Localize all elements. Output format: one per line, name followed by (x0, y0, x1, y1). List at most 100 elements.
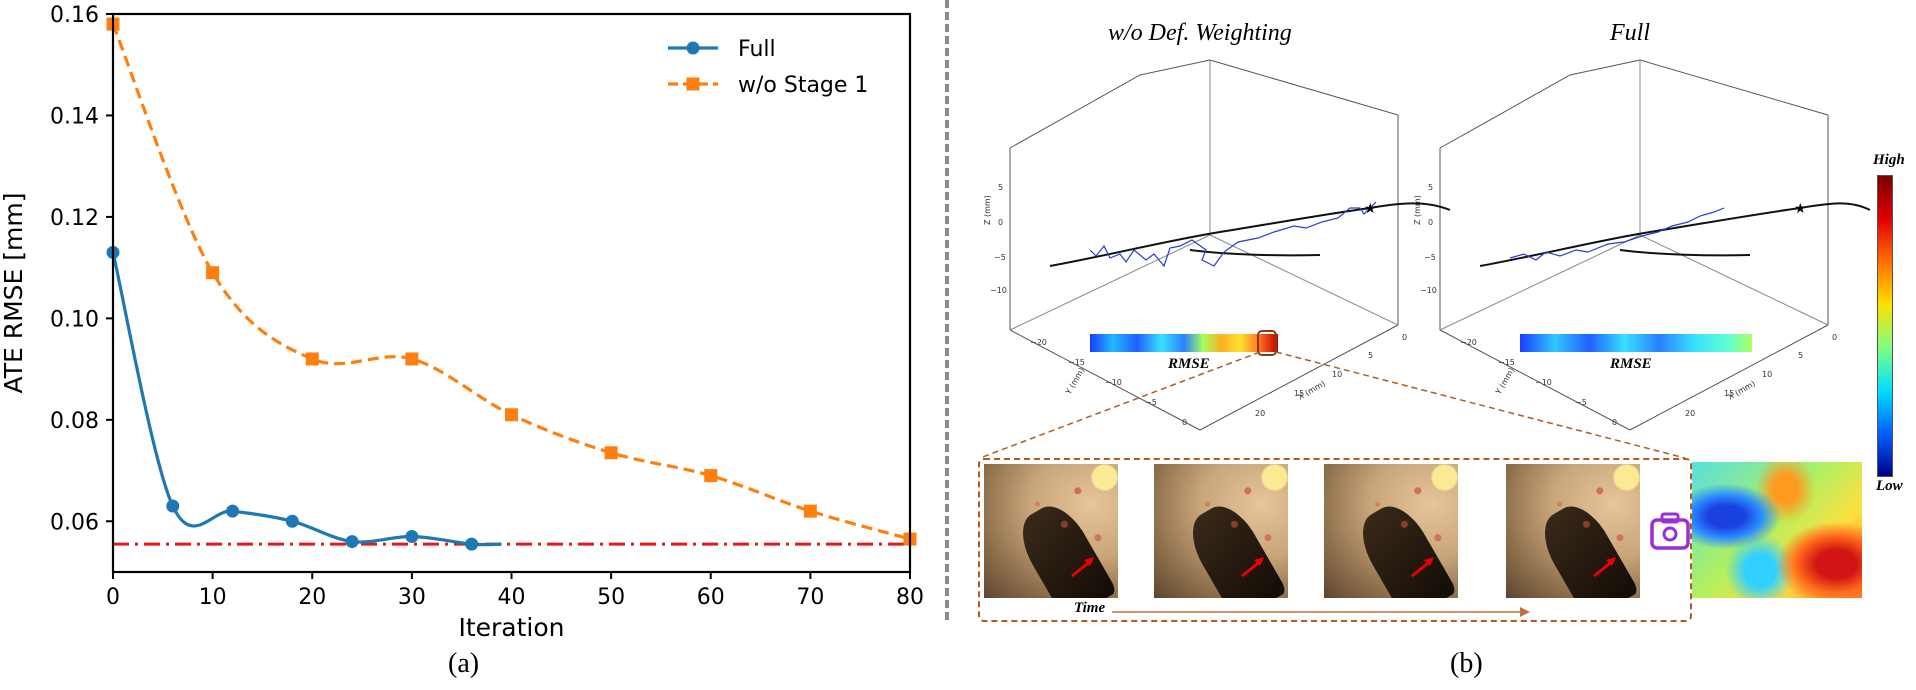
left-axis-x-tick: 5 (1368, 351, 1373, 360)
right-rmse-bar (1520, 334, 1752, 352)
data-point (803, 504, 817, 518)
left-axis-x-tick: 15 (1294, 389, 1304, 398)
trajectory-plots: ★ ★ RMSE RMSE Z (979, 59, 1871, 459)
left-axis-z-label: Z (mm) (983, 195, 992, 225)
left-end-star: ★ (1364, 201, 1377, 217)
legend-marker (686, 77, 700, 91)
x-tick-label: 30 (398, 585, 426, 610)
right-axis-x-tick: 10 (1762, 370, 1772, 379)
series-line-2 (111, 23, 911, 541)
data-point (285, 514, 299, 528)
left-axis-z-tick: 5 (998, 183, 1003, 192)
left-axis-z-tick: 0 (998, 218, 1003, 227)
endoscopy-frame (1324, 464, 1458, 598)
panel-divider (945, 0, 949, 620)
data-point (704, 469, 718, 483)
data-point (345, 535, 359, 549)
right-axis-z-tick: −5 (1424, 253, 1436, 262)
right-axis-y-label: Y (mm) (1493, 366, 1516, 397)
data-point (465, 537, 479, 551)
y-tick-label: 0.10 (50, 307, 99, 332)
data-point (166, 499, 180, 513)
left-est-trajectory (1089, 201, 1377, 268)
y-tick-label: 0.16 (50, 3, 99, 28)
x-tick-label: 10 (199, 585, 227, 610)
legend-label: Full (738, 37, 776, 62)
left-axis-y-label: Y (mm) (1063, 366, 1086, 397)
left-axis-y-tick: −5 (1145, 398, 1157, 407)
caption-a: (a) (448, 648, 480, 679)
y-tick-label: 0.12 (50, 206, 99, 231)
x-tick-label: 20 (298, 585, 326, 610)
rmse-highlight (1257, 330, 1277, 356)
right-axis-z-tick: −10 (1420, 286, 1437, 295)
left-axis-x-tick: 10 (1332, 370, 1342, 379)
left-gt-trajectory (1049, 202, 1451, 267)
x-tick-label: 80 (896, 585, 924, 610)
zoom-connector-right (1275, 351, 1686, 459)
time-label: Time (1074, 600, 1106, 616)
data-point (405, 352, 419, 366)
legend-marker (686, 41, 700, 55)
data-point (226, 504, 240, 518)
right-end-star: ★ (1794, 201, 1807, 217)
right-axis-y-tick: −5 (1575, 398, 1587, 407)
y-tick-label: 0.14 (50, 104, 99, 129)
data-point (305, 352, 319, 366)
legend-label: w/o Stage 1 (738, 73, 868, 98)
right-est-trajectory (1509, 207, 1725, 261)
left-axis-y-tick: 0 (1182, 418, 1187, 427)
x-tick-label: 40 (498, 585, 526, 610)
right-axis-y-tick: −10 (1535, 378, 1552, 387)
frame-sequence-box: Time (978, 458, 1692, 622)
right-axis-z-tick: 0 (1428, 218, 1433, 227)
endoscopy-frame (1506, 464, 1640, 598)
panel-b: w/o Def. Weighting Full (950, 0, 1916, 690)
left-axis-y-tick: −20 (1030, 338, 1047, 347)
right-axis-x-tick: 15 (1724, 389, 1734, 398)
caption-b: (b) (1450, 648, 1483, 679)
right-rmse-label: RMSE (1609, 356, 1652, 372)
right-gt-trajectory (1479, 202, 1871, 267)
data-point (505, 408, 518, 422)
right-axis-x-tick: 20 (1685, 409, 1695, 418)
endoscopy-frame (984, 464, 1118, 598)
colorbar (1877, 175, 1893, 477)
left-rmse-bar (1090, 334, 1278, 352)
x-tick-label: 60 (697, 585, 725, 610)
right-axis-x-tick: 0 (1832, 333, 1837, 342)
x-tick-label: 70 (796, 585, 824, 610)
data-point (405, 529, 419, 543)
data-point (604, 446, 618, 460)
left-axis-y-tick: −10 (1105, 378, 1122, 387)
y-tick-label: 0.06 (50, 510, 99, 535)
left-axis-x-tick: 20 (1255, 409, 1265, 418)
data-point (206, 266, 220, 280)
left-rmse-label: RMSE (1167, 356, 1210, 372)
right-axis-y-tick: 0 (1612, 418, 1617, 427)
left-plot-title: w/o Def. Weighting (1108, 20, 1292, 46)
right-axis-z-tick: 5 (1428, 183, 1433, 192)
y-axis-label: ATE RMSE [mm] (0, 193, 28, 394)
right-axis-z-label: Z (mm) (1413, 195, 1422, 225)
colorbar-low-label: Low (1876, 478, 1903, 494)
colorbar-high-label: High (1873, 152, 1905, 168)
left-axis-z-tick: −10 (990, 286, 1007, 295)
x-tick-label: 50 (597, 585, 625, 610)
right-3d-plot (1439, 59, 1829, 431)
x-axis-label: Iteration (458, 613, 564, 642)
right-axis-y-tick: −20 (1460, 338, 1477, 347)
x-tick-label: 0 (106, 585, 120, 610)
left-axis-z-tick: −5 (994, 253, 1006, 262)
camera-icon (1650, 512, 1690, 550)
left-axis-y-tick: −15 (1068, 358, 1085, 367)
zoom-connector-left (979, 351, 1261, 459)
right-axis-y-tick: −15 (1498, 358, 1515, 367)
y-tick-label: 0.08 (50, 409, 99, 434)
endoscopy-frame (1154, 464, 1288, 598)
left-3d-plot (1009, 59, 1399, 431)
right-plot-title: Full (1610, 20, 1650, 46)
time-arrow (1112, 607, 1530, 617)
line-chart: 0 10 20 30 40 50 60 70 80 0.06 0.08 0.10 0.12 0.14 0.1… (0, 3, 924, 642)
right-axis-x-tick: 5 (1798, 351, 1803, 360)
